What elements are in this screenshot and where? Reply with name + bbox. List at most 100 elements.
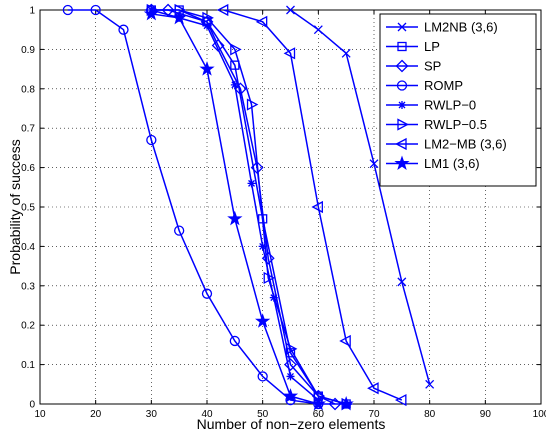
- data-point-romp: [257, 371, 268, 382]
- legend-marker-sp: [395, 59, 409, 73]
- legend-item-lm2nb-3-6: LM2NB (3,6): [386, 20, 498, 35]
- data-point-lm2-mb-3-6: [216, 3, 229, 17]
- y-tick-label: 0.8: [21, 84, 35, 95]
- y-tick-label: 0.9: [21, 45, 35, 56]
- x-tick-label: 20: [90, 409, 102, 420]
- data-point-lm2nb-3-6: [313, 25, 323, 35]
- legend-label-rwlp-0: RWLP−0: [424, 98, 476, 113]
- legend-label-lm2nb-3-6: LM2NB (3,6): [424, 20, 498, 35]
- data-point-romp: [118, 24, 129, 35]
- legend-item-lm2-mb-3-6: LM2−MB (3,6): [386, 137, 507, 152]
- y-tick-label: 0.2: [21, 321, 35, 332]
- legend-item-lm1-3-6: LM1 (3,6): [386, 155, 480, 171]
- data-point-lm1-3-6: [310, 395, 326, 411]
- data-point-romp: [90, 4, 101, 16]
- data-point-lm1-3-6: [143, 5, 159, 21]
- data-point-lm2nb-3-6: [286, 5, 295, 15]
- y-tick-label: 0.4: [21, 242, 35, 253]
- series-romp: [62, 4, 324, 410]
- x-tick-label: 40: [201, 409, 213, 420]
- series-line-rwlp-0-5: [151, 9, 347, 405]
- data-point-rwlp-0-5: [263, 271, 276, 284]
- data-point-rwlp-0-5: [202, 11, 214, 24]
- data-point-lm2-mb-3-6: [394, 393, 407, 407]
- data-point-lm2-mb-3-6: [367, 382, 379, 395]
- data-series: [62, 3, 435, 411]
- legend-item-romp: ROMP: [386, 78, 463, 93]
- y-axis-label: Probability of success: [7, 139, 23, 274]
- y-tick-label: 1: [29, 6, 35, 17]
- x-tick-label: 100: [533, 409, 546, 420]
- data-point-rwlp-0-5: [285, 342, 298, 355]
- data-point-romp: [174, 225, 185, 236]
- data-point-rwlp-0: [247, 179, 256, 188]
- legend-label-lm1-3-6: LM1 (3,6): [424, 156, 480, 171]
- data-point-rwlp-0: [230, 80, 239, 89]
- legend-marker-lm1-3-6: [394, 155, 410, 170]
- x-tick-label: 60: [313, 409, 325, 420]
- data-point-lm2nb-3-6: [397, 277, 407, 287]
- legend-label-rwlp-0-5: RWLP−0.5: [424, 117, 487, 132]
- legend-marker-rwlp-0-5: [397, 118, 409, 131]
- data-point-lm1-3-6: [171, 9, 187, 25]
- series-line-lm2nb-3-6: [290, 9, 431, 385]
- data-point-romp: [62, 4, 73, 16]
- data-point-lm2nb-3-6: [369, 159, 379, 169]
- data-point-rwlp-0: [258, 242, 267, 251]
- x-axis-label: Number of non−zero elements: [197, 416, 386, 432]
- data-point-lm2-mb-3-6: [283, 47, 296, 60]
- legend-item-rwlp-0: RWLP−0: [386, 98, 476, 113]
- data-point-rwlp-0-5: [246, 98, 259, 111]
- legend-label-romp: ROMP: [424, 78, 463, 93]
- data-point-sp: [250, 161, 264, 175]
- legend-marker-lm2-mb-3-6: [395, 137, 407, 151]
- data-point-lm1-3-6: [199, 61, 215, 76]
- data-point-rwlp-0: [286, 372, 295, 381]
- x-tick-label: 90: [480, 409, 492, 420]
- series-lm2-mb-3-6: [216, 3, 407, 407]
- data-point-lm1-3-6: [227, 210, 243, 226]
- data-point-sp: [284, 358, 297, 372]
- data-point-lm2-mb-3-6: [255, 15, 268, 28]
- x-tick-label: 10: [34, 409, 46, 420]
- x-tick-label: 30: [146, 409, 158, 420]
- data-point-rwlp-0-5: [230, 43, 242, 56]
- legend-item-sp: SP: [386, 59, 441, 74]
- y-tick-label: 0.7: [21, 124, 35, 135]
- data-point-lm2-mb-3-6: [339, 334, 351, 348]
- data-point-romp: [201, 288, 213, 299]
- data-point-lm1-3-6: [282, 388, 299, 403]
- x-tick-label: 50: [257, 409, 269, 420]
- series-line-romp: [67, 9, 319, 405]
- data-point-romp: [146, 134, 157, 146]
- legend-label-sp: SP: [424, 59, 441, 74]
- y-tick-label: 0.5: [21, 203, 35, 214]
- legend-marker-lp: [397, 41, 407, 52]
- legend-marker-romp: [396, 80, 408, 91]
- data-point-romp: [229, 335, 240, 347]
- legend-item-lp: LP: [386, 39, 440, 54]
- data-point-rwlp-0: [203, 21, 211, 30]
- legend-item-rwlp-0-5: RWLP−0.5: [386, 117, 487, 132]
- data-point-lm1-3-6: [255, 313, 271, 328]
- axis-ticks: 10 20 30 40 50 60 70 80 90 100 0 0.1 0.2 0.3 0.4 0.5 0.6…: [21, 6, 546, 421]
- series-line-sp: [151, 9, 336, 405]
- data-point-lm1-3-6: [338, 395, 354, 411]
- legend-marker-lm2nb-3-6: [397, 22, 407, 32]
- x-tick-label: 70: [368, 409, 380, 420]
- legend: LM2NB (3,6) LP SP ROMP RWLP−0 RWLP−0.5 LM2−MB …: [379, 13, 537, 187]
- legend-label-lm2-mb-3-6: LM2−MB (3,6): [424, 137, 507, 152]
- x-tick-label: 80: [424, 409, 436, 420]
- y-tick-label: 0: [29, 400, 35, 411]
- y-tick-label: 0.3: [21, 281, 35, 292]
- series-line-lm2-mb-3-6: [223, 9, 403, 401]
- y-tick-label: 0.6: [21, 163, 35, 174]
- series-lm2nb-3-6: [286, 5, 435, 389]
- legend-label-lp: LP: [424, 39, 440, 54]
- legend-marker-rwlp-0: [398, 101, 406, 109]
- data-point-lm2-mb-3-6: [311, 200, 323, 214]
- data-point-lm2nb-3-6: [341, 48, 351, 58]
- series-lm1-3-6: [143, 5, 354, 411]
- data-point-lm2nb-3-6: [425, 379, 435, 389]
